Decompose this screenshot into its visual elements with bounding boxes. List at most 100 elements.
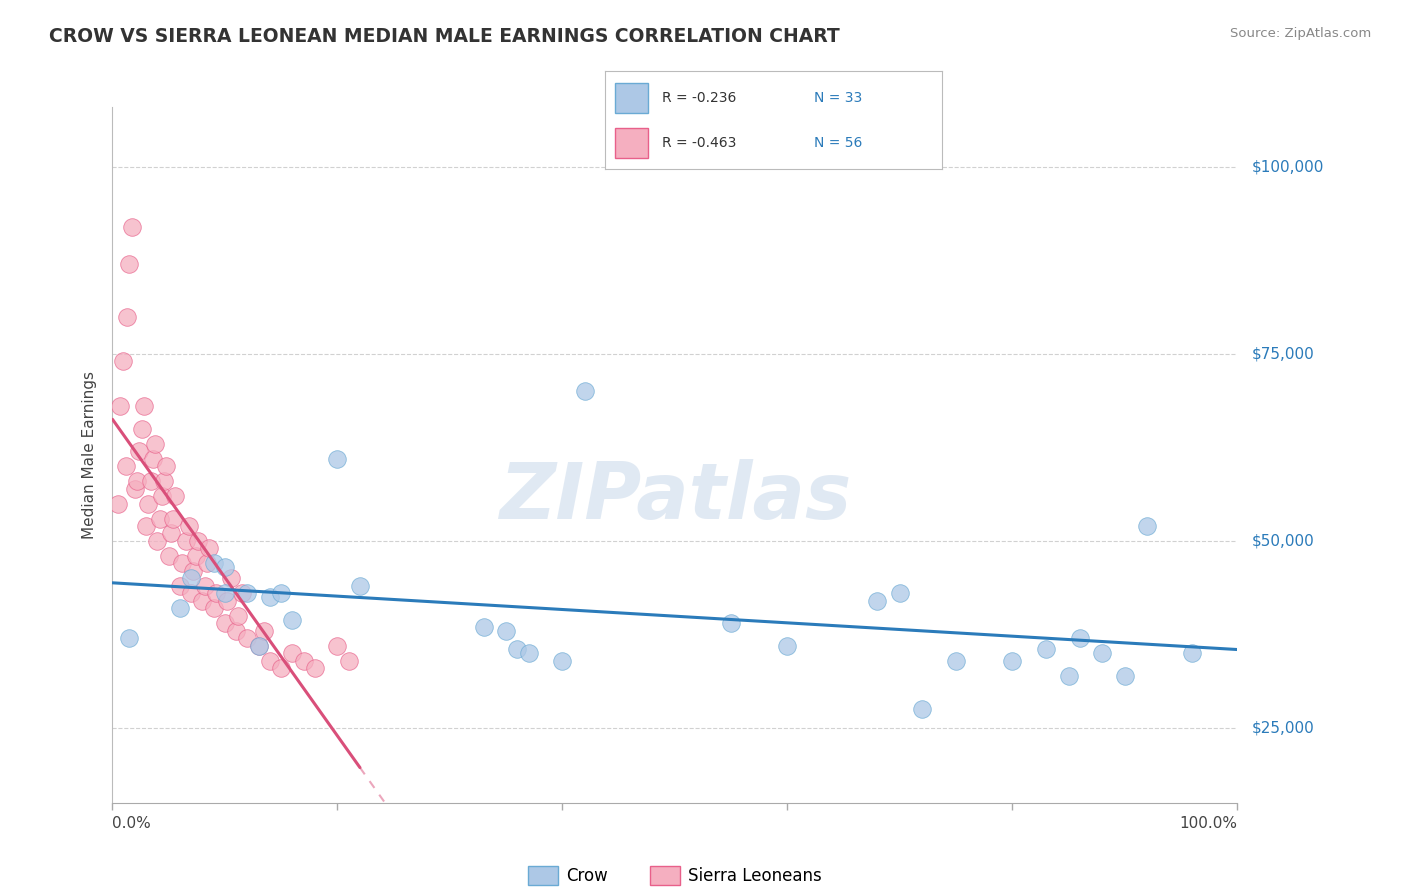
Text: 0.0%: 0.0% (112, 816, 152, 831)
Point (259, 590, 281, 604)
Point (128, 444, 150, 458)
Point (160, 526, 183, 541)
Text: $50,000: $50,000 (1251, 533, 1315, 549)
Point (231, 586, 253, 600)
Point (174, 533, 197, 548)
Point (866, 594, 889, 608)
Point (1069, 631, 1091, 645)
Point (118, 631, 141, 645)
Point (506, 642, 529, 657)
Point (172, 557, 194, 571)
Point (138, 497, 160, 511)
Bar (614, 128, 648, 158)
Text: $75,000: $75,000 (1251, 346, 1315, 361)
Point (169, 601, 191, 615)
Point (180, 586, 202, 600)
Point (517, 646, 540, 660)
Point (945, 654, 967, 668)
Point (337, 654, 360, 668)
Point (574, 384, 596, 399)
Point (326, 451, 349, 466)
Point (132, 399, 155, 413)
Point (195, 557, 218, 571)
Point (292, 654, 315, 668)
Text: 100.0%: 100.0% (1180, 816, 1237, 831)
Point (259, 654, 281, 668)
Point (270, 661, 292, 675)
Point (153, 474, 176, 488)
Point (304, 661, 326, 675)
Text: R = -0.236: R = -0.236 (662, 91, 737, 105)
Point (118, 257, 141, 271)
Point (1035, 642, 1057, 657)
Point (214, 560, 236, 574)
Point (205, 586, 228, 600)
Point (177, 519, 200, 533)
Point (111, 354, 134, 368)
Point (143, 436, 166, 450)
Point (155, 459, 177, 474)
Point (219, 571, 242, 585)
Point (1114, 668, 1136, 682)
Point (202, 601, 225, 615)
Point (236, 586, 259, 600)
Point (247, 639, 270, 653)
Point (720, 616, 742, 631)
Point (1057, 668, 1080, 682)
Point (349, 579, 371, 593)
Point (889, 586, 911, 600)
Point (1136, 519, 1159, 533)
Point (1181, 646, 1204, 660)
Point (187, 533, 209, 548)
Point (281, 646, 304, 660)
Point (217, 594, 239, 608)
Point (202, 557, 225, 571)
Point (214, 586, 236, 600)
Point (149, 511, 172, 525)
Point (270, 586, 292, 600)
Point (495, 624, 517, 638)
Point (110, 399, 132, 413)
Y-axis label: Median Male Earnings: Median Male Earnings (82, 371, 97, 539)
Text: $100,000: $100,000 (1251, 160, 1323, 175)
Text: ZIPatlas: ZIPatlas (499, 458, 851, 534)
Point (228, 608, 250, 623)
Point (225, 624, 247, 638)
Point (146, 533, 169, 548)
Point (551, 654, 574, 668)
Point (169, 579, 191, 593)
Point (162, 511, 184, 525)
Point (776, 639, 799, 653)
Point (157, 549, 180, 563)
Legend: Crow, Sierra Leoneans: Crow, Sierra Leoneans (522, 859, 828, 892)
Point (236, 631, 259, 645)
Point (115, 310, 138, 324)
Point (165, 489, 187, 503)
Point (127, 474, 149, 488)
Point (107, 497, 129, 511)
Point (150, 489, 173, 503)
Point (1001, 654, 1024, 668)
Point (142, 451, 165, 466)
Point (135, 519, 157, 533)
Point (184, 549, 207, 563)
Point (194, 579, 217, 593)
Point (180, 571, 202, 585)
Point (911, 702, 934, 716)
Point (214, 616, 236, 631)
Point (115, 459, 138, 474)
Point (183, 564, 205, 578)
Point (191, 594, 214, 608)
Point (247, 639, 270, 653)
Text: $25,000: $25,000 (1251, 721, 1315, 736)
Bar (614, 83, 648, 112)
Text: Source: ZipAtlas.com: Source: ZipAtlas.com (1230, 27, 1371, 40)
Point (131, 422, 153, 436)
Text: N = 56: N = 56 (814, 136, 862, 150)
Point (281, 613, 304, 627)
Point (1091, 646, 1114, 660)
Point (139, 474, 162, 488)
Text: CROW VS SIERRA LEONEAN MEDIAN MALE EARNINGS CORRELATION CHART: CROW VS SIERRA LEONEAN MEDIAN MALE EARNI… (49, 27, 839, 45)
Point (253, 624, 276, 638)
Text: N = 33: N = 33 (814, 91, 862, 105)
